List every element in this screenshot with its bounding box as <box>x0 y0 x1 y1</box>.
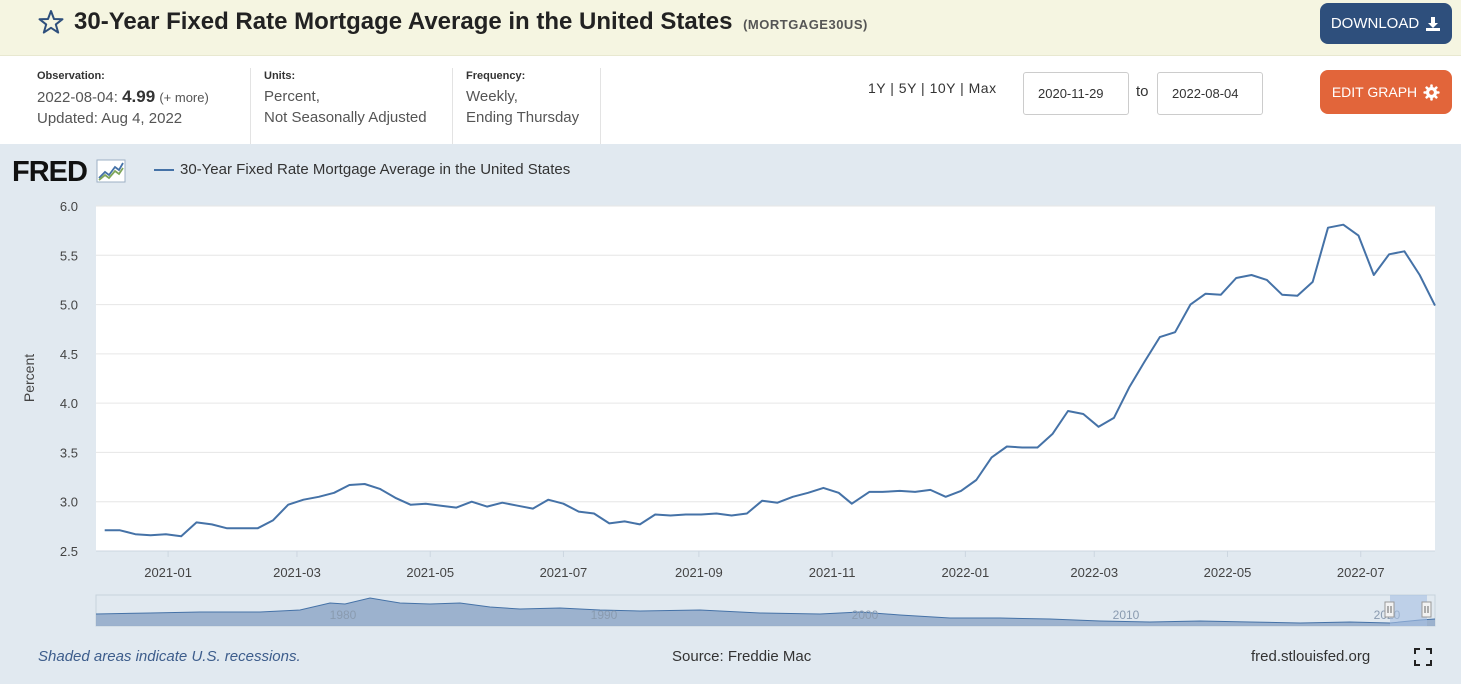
edit-graph-button[interactable]: EDIT GRAPH <box>1320 70 1452 114</box>
frequency-label: Frequency: <box>466 70 526 82</box>
fullscreen-icon[interactable] <box>1414 648 1432 666</box>
x-tick-label: 2022-01 <box>942 565 990 580</box>
units-line1: Percent, <box>264 88 320 105</box>
download-icon <box>1426 16 1441 31</box>
chart-svg[interactable]: 2.53.03.54.04.55.05.56.0 2021-01 2021-03 2… <box>0 144 1461 684</box>
navigator-handle-left[interactable] <box>1384 601 1395 618</box>
divider <box>452 68 453 144</box>
x-tick-label: 2021-01 <box>144 565 192 580</box>
y-tick-label: 5.0 <box>60 298 78 313</box>
observation-value: 4.99 <box>122 87 156 106</box>
x-tick-label: 2022-05 <box>1204 565 1252 580</box>
x-tick-label: 2021-11 <box>809 565 856 580</box>
y-tick-label: 4.5 <box>60 347 78 362</box>
start-date-input[interactable]: 2020-11-29 <box>1023 72 1129 115</box>
fred-logo-text: FRED <box>12 156 88 188</box>
x-tick-label: 2022-07 <box>1337 565 1385 580</box>
series-line <box>104 223 1436 538</box>
navigator-label: 2010 <box>1113 608 1140 622</box>
observation-label: Observation: <box>37 70 105 82</box>
y-tick-label: 3.0 <box>60 495 78 510</box>
divider <box>250 68 251 144</box>
y-tick-label: 6.0 <box>60 199 78 214</box>
y-tick-label: 4.0 <box>60 396 78 411</box>
navigator-handle-right[interactable] <box>1421 601 1432 618</box>
x-tick-label: 2021-09 <box>675 565 723 580</box>
observation-block: Observation: 2022-08-04: 4.99 (+ more) U… <box>37 68 209 129</box>
end-date-input[interactable]: 2022-08-04 <box>1157 72 1263 115</box>
y-tick-label: 3.5 <box>60 445 78 460</box>
frequency-line1: Weekly, <box>466 88 518 105</box>
x-tick-label: 2021-05 <box>406 565 454 580</box>
units-line2: Not Seasonally Adjusted <box>264 109 427 126</box>
x-axis: 2021-01 2021-03 2021-05 2021-07 2021-09 2021-… <box>96 550 1435 580</box>
page-title: 30-Year Fixed Rate Mortgage Average in t… <box>74 8 868 36</box>
star-icon[interactable] <box>38 9 64 35</box>
fred-graph-icon <box>96 159 126 183</box>
navigator-label: 2000 <box>852 608 879 622</box>
units-block: Units: Percent, Not Seasonally Adjusted <box>264 68 427 128</box>
range-navigator[interactable]: 19801990200020102020 <box>95 594 1436 627</box>
y-tick-label: 5.5 <box>60 248 78 263</box>
x-tick-label: 2021-07 <box>540 565 588 580</box>
navigator-selection[interactable] <box>1390 595 1427 626</box>
source-text: Source: Freddie Mac <box>672 648 812 665</box>
fred-logo[interactable]: FRED <box>12 156 126 189</box>
observation-date: 2022-08-04: <box>37 89 118 106</box>
site-link[interactable]: fred.stlouisfed.org <box>1251 648 1371 665</box>
frequency-line2: Ending Thursday <box>466 109 580 126</box>
chart-legend: 30-Year Fixed Rate Mortgage Average in t… <box>154 161 570 178</box>
legend-label: 30-Year Fixed Rate Mortgage Average in t… <box>180 161 571 178</box>
y-axis-label: Percent <box>21 354 37 402</box>
download-label: DOWNLOAD <box>1330 15 1420 32</box>
recession-note: Shaded areas indicate U.S. recessions. <box>38 648 301 665</box>
chart-area: 2.5 3.0 3.5 4.0 4.5 5.0 5.5 6.0 2021-01 2021-03 2… <box>0 144 1461 684</box>
y-axis: 2.5 3.0 3.5 4.0 4.5 5.0 5.5 6.0 <box>60 199 78 559</box>
x-tick-label: 2022-03 <box>1070 565 1118 580</box>
navigator-label: 1990 <box>591 608 618 622</box>
edit-graph-label: EDIT GRAPH <box>1331 84 1418 100</box>
series-id: (MORTGAGE30US) <box>743 17 868 32</box>
more-observations-link[interactable]: (+ more) <box>159 90 209 105</box>
series-meta: Observation: 2022-08-04: 4.99 (+ more) U… <box>0 56 1461 144</box>
series-title-text: 30-Year Fixed Rate Mortgage Average in t… <box>74 8 733 35</box>
units-label: Units: <box>264 70 296 82</box>
to-label: to <box>1136 83 1149 100</box>
range-selector[interactable]: 1Y | 5Y | 10Y | Max <box>868 80 997 96</box>
divider <box>600 68 601 144</box>
title-bar: 30-Year Fixed Rate Mortgage Average in t… <box>0 0 1461 56</box>
gear-icon <box>1423 83 1440 101</box>
legend-swatch <box>154 168 174 171</box>
updated-date: Updated: Aug 4, 2022 <box>37 110 183 127</box>
y-tick-label: 2.5 <box>60 544 78 559</box>
x-tick-label: 2021-03 <box>273 565 321 580</box>
navigator-label: 1980 <box>330 608 357 622</box>
frequency-block: Frequency: Weekly, Ending Thursday <box>466 68 579 128</box>
navigator-area <box>96 598 1435 626</box>
plot-background <box>96 206 1435 551</box>
navigator-line <box>95 597 1436 624</box>
download-button[interactable]: DOWNLOAD <box>1320 3 1452 44</box>
